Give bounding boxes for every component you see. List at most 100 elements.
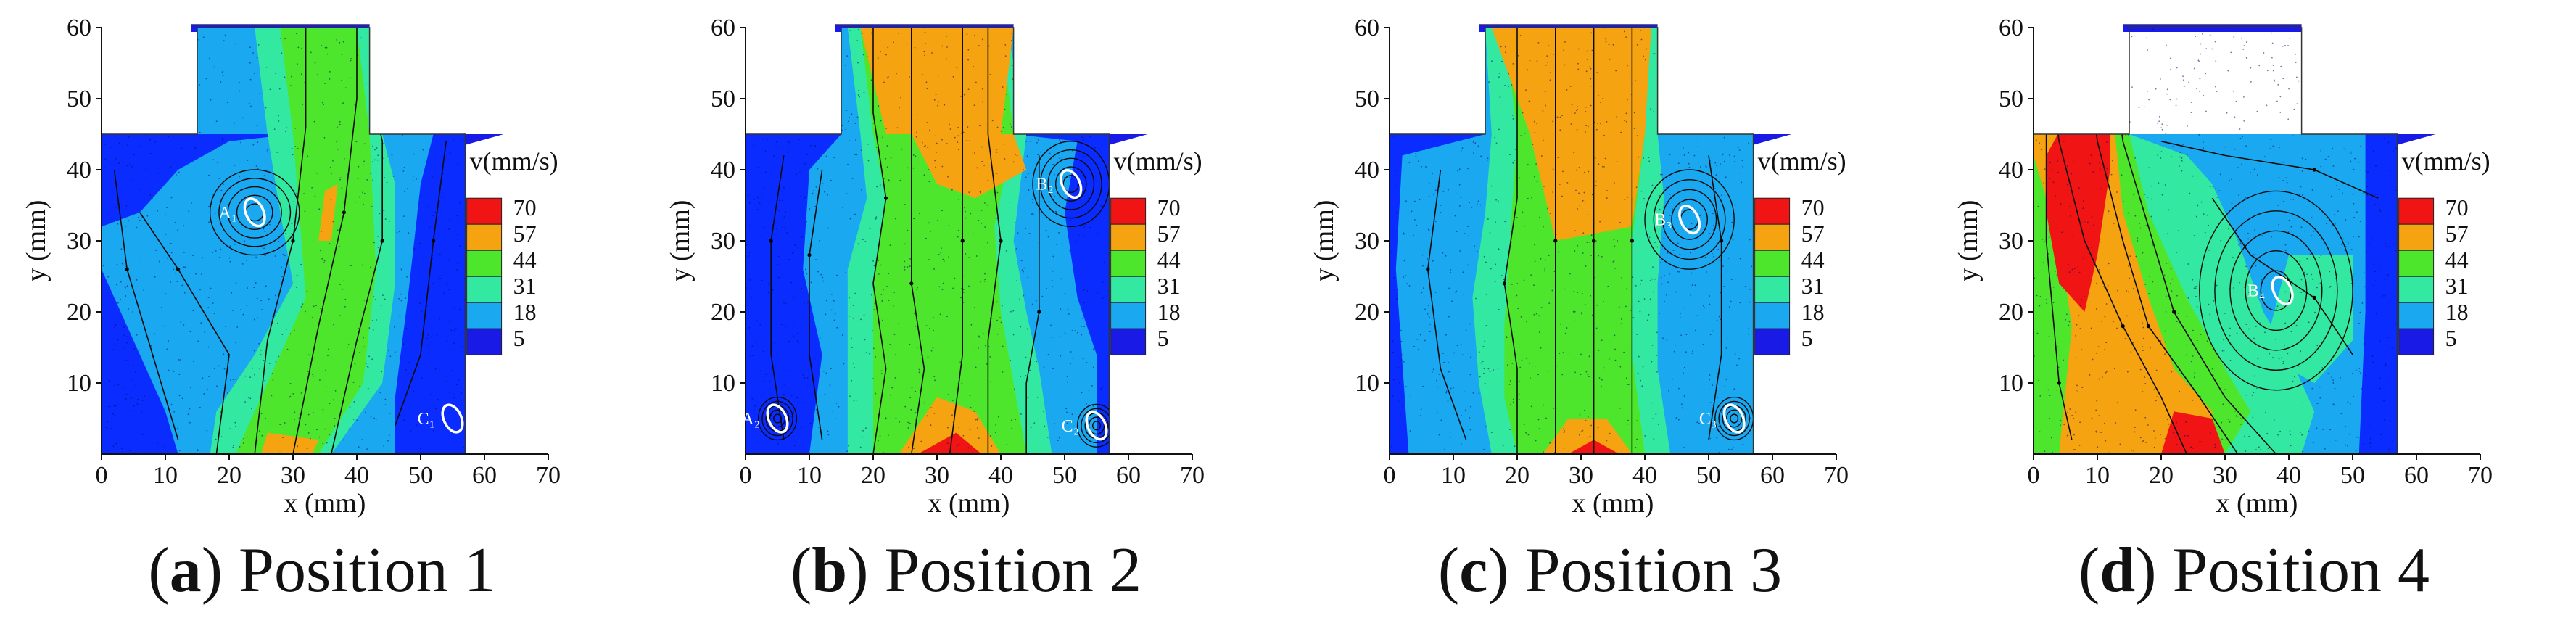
streamline-arrow — [2057, 381, 2061, 385]
mesh-dot — [951, 400, 954, 401]
mesh-dot — [878, 105, 880, 107]
mesh-dot — [996, 191, 999, 194]
mesh-dot — [957, 445, 959, 447]
mesh-dot — [1428, 229, 1430, 231]
mesh-dot — [2241, 37, 2242, 39]
mesh-dot — [954, 136, 956, 139]
mesh-dot — [242, 263, 244, 265]
mesh-dot — [1463, 391, 1465, 393]
mesh-dot — [126, 91, 128, 93]
mesh-dot — [2332, 379, 2334, 382]
mesh-dot — [2170, 268, 2172, 270]
mesh-dot — [2312, 442, 2314, 444]
mesh-dot — [1467, 79, 1469, 81]
mesh-dot — [372, 145, 374, 147]
mesh-dot — [1725, 379, 1727, 380]
mesh-dot — [989, 356, 991, 358]
mesh-dot — [925, 237, 927, 239]
mesh-dot — [447, 119, 449, 120]
mesh-dot — [1390, 52, 1392, 54]
mesh-dot — [1643, 55, 1644, 57]
mesh-dot — [239, 189, 242, 191]
mesh-dot — [1064, 67, 1066, 70]
mesh-dot — [1584, 171, 1585, 173]
mesh-dot — [1047, 236, 1049, 238]
mesh-dot — [2378, 265, 2380, 267]
mesh-dot — [344, 87, 347, 89]
mesh-dot — [1485, 293, 1487, 295]
legend-label: 31 — [1157, 273, 1181, 299]
mesh-dot — [439, 253, 441, 255]
mesh-dot — [1398, 367, 1400, 369]
mesh-dot — [1562, 352, 1564, 353]
mesh-dot — [181, 147, 183, 149]
mesh-dot — [2070, 46, 2072, 48]
mesh-dot — [443, 75, 445, 78]
mesh-dot — [961, 382, 963, 384]
mesh-dot — [1505, 52, 1506, 54]
mesh-dot — [2259, 322, 2261, 324]
mesh-dot — [144, 121, 146, 123]
mesh-dot — [1001, 305, 1003, 307]
mesh-dot — [2328, 112, 2330, 115]
mesh-dot — [1678, 271, 1680, 273]
mesh-dot — [1016, 154, 1018, 157]
mesh-dot — [267, 140, 269, 142]
mesh-dot — [394, 259, 396, 261]
mesh-dot — [1737, 147, 1739, 148]
mesh-dot — [1451, 300, 1453, 302]
mesh-dot — [1441, 444, 1443, 446]
mesh-dot — [753, 439, 754, 441]
mesh-dot — [2113, 321, 2114, 323]
mesh-dot — [461, 392, 462, 394]
mesh-dot — [323, 104, 325, 105]
mesh-dot — [1416, 224, 1418, 226]
mesh-dot — [1614, 348, 1616, 350]
mesh-dot — [264, 231, 266, 233]
mesh-dot — [139, 145, 140, 147]
mesh-dot — [1744, 57, 1746, 59]
mesh-dot — [1483, 372, 1485, 374]
mesh-dot — [1586, 242, 1588, 243]
domain-outline — [2033, 27, 2398, 455]
mesh-dot — [783, 302, 785, 303]
mesh-dot — [1106, 289, 1108, 292]
mesh-dot — [1490, 432, 1493, 434]
mesh-dot — [115, 442, 117, 445]
mesh-dot — [751, 109, 753, 111]
mesh-dot — [216, 385, 218, 387]
mesh-dot — [217, 162, 219, 164]
mesh-dot — [933, 329, 935, 331]
mesh-dot — [2368, 244, 2370, 246]
mesh-dot — [1585, 304, 1586, 306]
mesh-dot — [274, 294, 276, 297]
mesh-dot — [1656, 371, 1658, 373]
mesh-dot — [1671, 99, 1672, 102]
mesh-dot — [2212, 186, 2214, 188]
mesh-dot — [392, 35, 394, 36]
mesh-dot — [1620, 323, 1622, 325]
mesh-dot — [1538, 315, 1540, 317]
mesh-dot — [1750, 53, 1752, 55]
mesh-dot — [294, 146, 297, 147]
mesh-dot — [2325, 223, 2327, 225]
mesh-dot — [748, 417, 749, 419]
mesh-dot — [2075, 411, 2077, 413]
mesh-dot — [2139, 223, 2140, 224]
mesh-dot — [459, 202, 461, 204]
mesh-dot — [130, 179, 132, 181]
mesh-dot — [2055, 195, 2056, 197]
mesh-dot — [2311, 235, 2313, 237]
mesh-dot — [448, 259, 450, 261]
mesh-dot — [2176, 321, 2178, 323]
mesh-dot — [803, 221, 805, 223]
mesh-dot — [1730, 86, 1732, 88]
x-tick-label: 60 — [2404, 462, 2429, 489]
legend-label: 44 — [1157, 247, 1181, 273]
mesh-dot — [1419, 92, 1421, 94]
mesh-dot — [2329, 63, 2332, 65]
mesh-dot — [234, 164, 236, 166]
mesh-dot — [184, 266, 186, 268]
mesh-dot — [1637, 372, 1639, 374]
